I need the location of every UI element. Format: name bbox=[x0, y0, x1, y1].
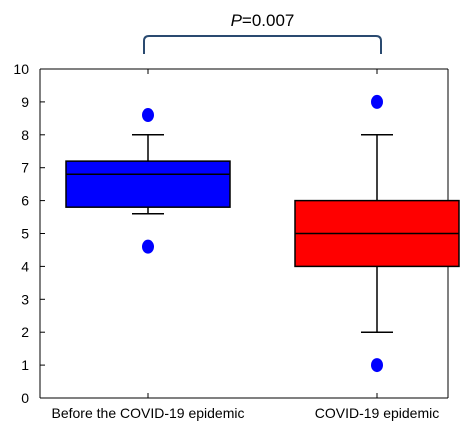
p-value-number: =0.007 bbox=[242, 11, 294, 30]
y-tick-label: 0 bbox=[21, 390, 29, 406]
y-tick-label: 8 bbox=[21, 127, 29, 143]
y-tick-label: 3 bbox=[21, 291, 29, 307]
p-value-label: P=0.007 bbox=[231, 11, 295, 30]
y-tick-label: 9 bbox=[21, 94, 29, 110]
category-label: COVID-19 epidemic bbox=[315, 405, 440, 421]
box-group bbox=[294, 94, 460, 373]
box-group bbox=[65, 108, 231, 254]
axes: 0 1 2 3 4 5 6 7 8 9 10 bbox=[13, 61, 449, 406]
y-tick-label: 4 bbox=[21, 258, 29, 274]
boxes bbox=[65, 94, 460, 373]
significance-bracket bbox=[143, 35, 382, 54]
p-value-symbol: P bbox=[231, 11, 243, 30]
y-tick-label: 7 bbox=[21, 160, 29, 176]
y-tick-label: 6 bbox=[21, 193, 29, 209]
y-tick-label: 10 bbox=[13, 61, 29, 77]
outlier-point bbox=[371, 94, 383, 109]
outlier-point bbox=[142, 108, 154, 123]
outlier-point bbox=[142, 239, 154, 254]
y-tick-label: 2 bbox=[21, 324, 29, 340]
outlier-point bbox=[371, 358, 383, 373]
category-label: Before the COVID-19 epidemic bbox=[52, 405, 245, 421]
y-tick-label: 1 bbox=[21, 357, 29, 373]
y-tick-label: 5 bbox=[21, 226, 29, 242]
box-iqr bbox=[65, 160, 231, 208]
category-labels: Before the COVID-19 epidemic COVID-19 epi… bbox=[52, 405, 440, 421]
significance-annotation: P=0.007 bbox=[143, 11, 382, 54]
